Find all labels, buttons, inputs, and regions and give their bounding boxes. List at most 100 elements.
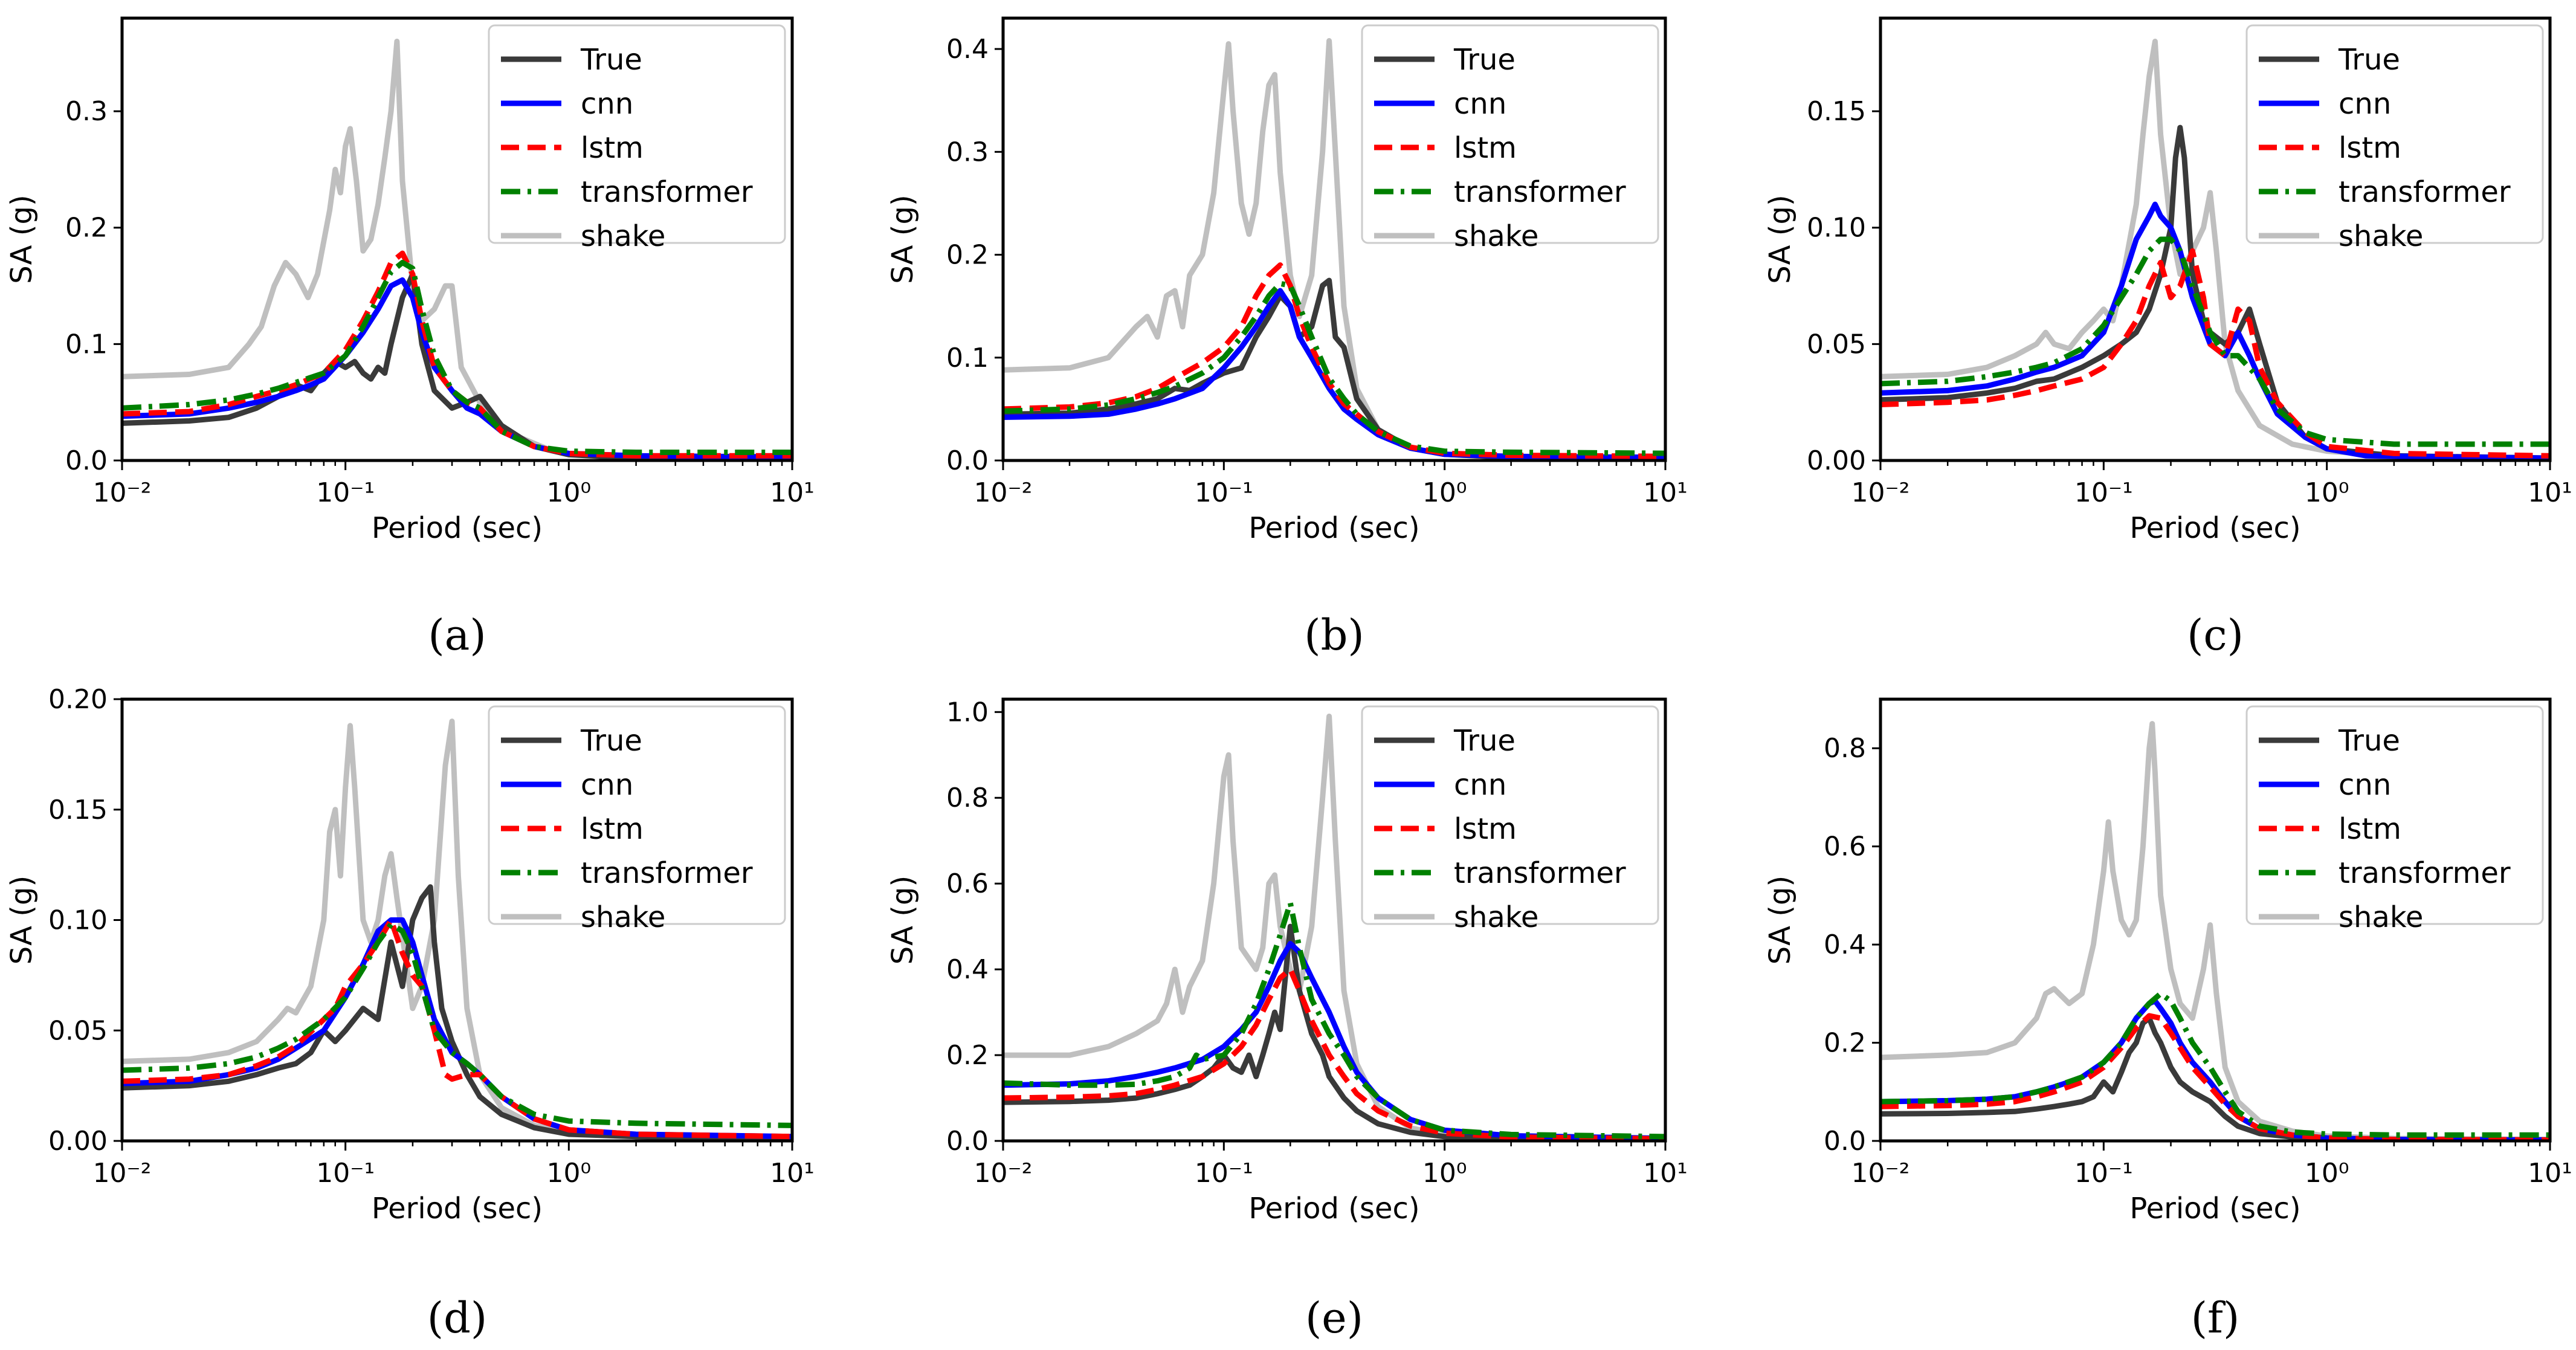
series-line-shake [1003, 713, 1665, 1141]
chart-panel-d: 0.00 0.05 0.10 0.15 0.20 10⁻² 10⁻¹ 10⁰ 10¹ Period… [5, 684, 815, 1343]
y-tick-label: 1.0 [946, 697, 989, 728]
y-tick-label: 0.6 [946, 868, 989, 899]
panel-caption: (b) [1304, 610, 1364, 660]
axes-frame [1879, 16, 2552, 462]
legend: True cnn lstm transformer shake [2245, 705, 2544, 934]
y-tick-label: 0.0 [946, 445, 989, 476]
axes-frame [1879, 697, 2552, 1143]
series-group [1003, 713, 1665, 1141]
y-tick-label: 0.20 [48, 684, 108, 715]
x-tick-label: 10⁻² [1851, 477, 1910, 508]
x-tick-label: 10⁻¹ [1195, 477, 1253, 508]
x-tick-label: 10⁻¹ [1195, 1158, 1253, 1189]
series-group [1880, 39, 2550, 460]
y-tick-label: 0.2 [1824, 1028, 1866, 1059]
y-tick-label: 0.05 [1807, 329, 1866, 360]
y-tick-label: 0.8 [946, 783, 989, 813]
legend-label-lstm: lstm [2339, 812, 2401, 846]
y-axis-label: SA (g) [5, 876, 39, 964]
x-tick-label: 10⁻² [93, 1158, 152, 1189]
legend-box [488, 705, 786, 925]
legend-label-transformer: transformer [2339, 175, 2511, 209]
series-group [122, 719, 792, 1141]
series-line-cnn [122, 917, 792, 1140]
panel-caption: (e) [1305, 1293, 1363, 1343]
y-tick-label: 0.00 [48, 1126, 108, 1157]
y-tick-label: 0.0 [65, 445, 108, 476]
legend-label-lstm: lstm [581, 131, 644, 165]
legend-label-shake: shake [581, 900, 665, 934]
series-line-lstm [1880, 1013, 2550, 1141]
x-tick-label: 10⁰ [2305, 477, 2349, 508]
series-group [122, 39, 792, 460]
chart-panel-f: 0.0 0.2 0.4 0.6 0.8 10⁻² 10⁻¹ 10⁰ 10¹ Period (sec… [1763, 697, 2572, 1343]
legend-box [2245, 705, 2544, 925]
panel-caption: (f) [2191, 1293, 2240, 1343]
series-line-transformer [122, 922, 792, 1128]
legend: True cnn lstm transformer shake [488, 24, 786, 253]
y-tick-label: 0.1 [946, 343, 989, 373]
series-line-true [122, 884, 792, 1141]
x-tick-label: 10⁻¹ [2074, 1158, 2133, 1189]
legend-label-cnn: cnn [1454, 87, 1506, 121]
y-tick-label: 0.4 [946, 34, 989, 65]
y-tick-label: 0.05 [48, 1015, 108, 1046]
x-tick-label: 10⁻² [93, 477, 152, 508]
x-axis-label: Period (sec) [372, 511, 543, 545]
x-tick-label: 10¹ [1643, 477, 1688, 508]
chart-panel-c: 0.00 0.05 0.10 0.15 10⁻² 10⁻¹ 10⁰ 10¹ Period (se… [1763, 16, 2572, 660]
legend-label-cnn: cnn [581, 768, 633, 802]
series-line-lstm [1003, 966, 1665, 1141]
series-line-shake [122, 719, 792, 1141]
x-tick-label: 10¹ [2528, 477, 2572, 508]
series-line-lstm [1003, 262, 1665, 459]
legend-label-true: True [580, 724, 642, 758]
x-tick-label: 10⁰ [1422, 1158, 1467, 1189]
y-tick-label: 0.0 [946, 1126, 989, 1157]
legend-label-cnn: cnn [2339, 87, 2391, 121]
y-tick-label: 0.8 [1824, 733, 1866, 764]
legend-label-lstm: lstm [2339, 131, 2401, 165]
series-line-transformer [1880, 990, 2550, 1138]
series-line-lstm [122, 917, 792, 1140]
legend-label-transformer: transformer [581, 175, 753, 209]
series-line-shake [122, 39, 792, 460]
x-axis-label: Period (sec) [1248, 511, 1419, 545]
legend-label-cnn: cnn [1454, 768, 1506, 802]
y-tick-label: 0.15 [1807, 96, 1866, 127]
legend-label-transformer: transformer [1454, 175, 1626, 209]
series-line-transformer [1003, 900, 1665, 1140]
legend-label-true: True [2338, 43, 2400, 77]
series-line-true [1880, 1015, 2550, 1141]
y-tick-label: 0.4 [946, 954, 989, 985]
series-line-lstm [122, 250, 792, 459]
series-line-transformer [122, 260, 792, 455]
series-group [1880, 721, 2550, 1141]
legend-box [1361, 705, 1659, 925]
y-tick-label: 0.10 [1807, 213, 1866, 244]
y-tick-label: 0.1 [65, 329, 108, 360]
panel-caption: (c) [2187, 610, 2244, 660]
y-tick-label: 0.2 [946, 240, 989, 271]
legend-label-cnn: cnn [581, 87, 633, 121]
x-tick-label: 10¹ [770, 1158, 815, 1189]
legend: True cnn lstm transformer shake [2245, 24, 2544, 253]
axes-frame [1001, 697, 1667, 1143]
chart-panel-b: 0.0 0.1 0.2 0.3 0.4 10⁻² 10⁻¹ 10⁰ 10¹ Period (sec… [886, 16, 1688, 660]
x-tick-label: 10⁻¹ [316, 477, 375, 508]
y-tick-label: 0.15 [48, 795, 108, 825]
x-tick-label: 10⁻² [1851, 1158, 1910, 1189]
x-tick-label: 10⁻¹ [316, 1158, 375, 1189]
legend-label-true: True [2338, 724, 2400, 758]
series-line-true [1003, 277, 1665, 460]
x-tick-label: 10¹ [2528, 1158, 2572, 1189]
y-tick-label: 0.2 [946, 1040, 989, 1071]
x-tick-label: 10⁻² [974, 477, 1033, 508]
series-group [1003, 38, 1665, 460]
legend-label-lstm: lstm [1454, 812, 1517, 846]
x-tick-label: 10⁻¹ [2074, 477, 2133, 508]
series-line-shake [1003, 38, 1665, 460]
legend-label-true: True [580, 43, 642, 77]
legend-box [1361, 24, 1659, 244]
x-tick-label: 10⁰ [547, 477, 592, 508]
